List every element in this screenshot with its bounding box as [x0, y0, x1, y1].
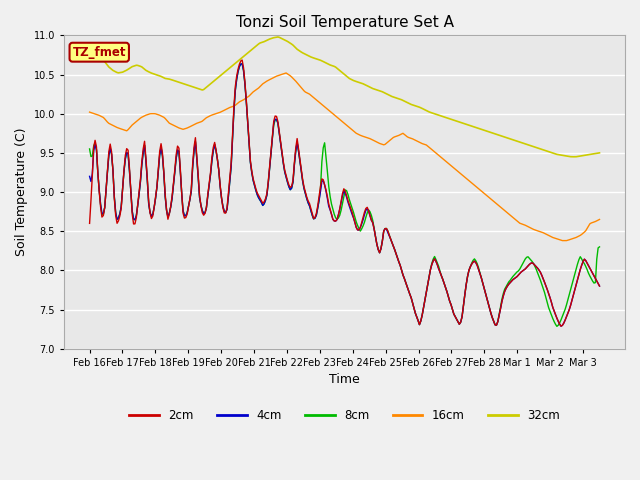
Legend: 2cm, 4cm, 8cm, 16cm, 32cm: 2cm, 4cm, 8cm, 16cm, 32cm [124, 405, 564, 427]
X-axis label: Time: Time [329, 373, 360, 386]
Y-axis label: Soil Temperature (C): Soil Temperature (C) [15, 128, 28, 256]
Text: TZ_fmet: TZ_fmet [72, 46, 126, 59]
Title: Tonzi Soil Temperature Set A: Tonzi Soil Temperature Set A [236, 15, 454, 30]
